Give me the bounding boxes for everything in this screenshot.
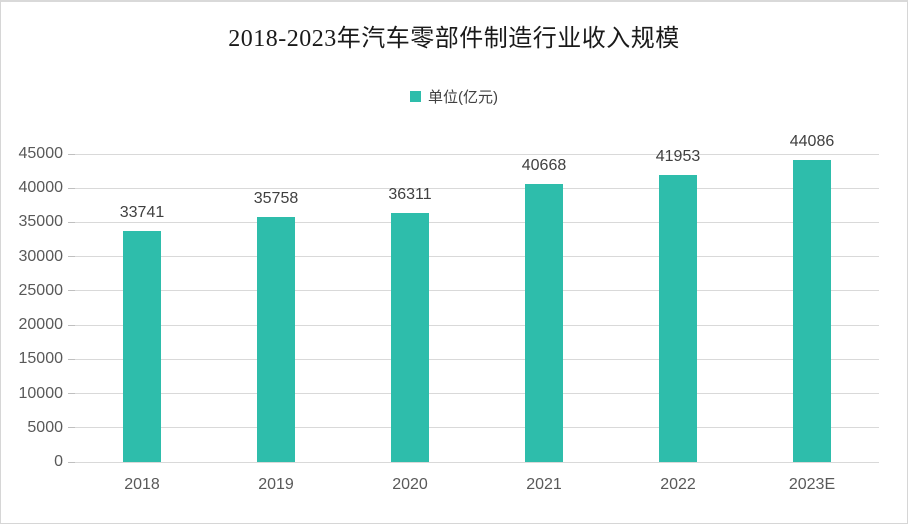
y-axis-tick-icon [68, 324, 75, 326]
y-axis-tick-icon [68, 427, 75, 429]
y-axis-tick-icon [68, 187, 75, 189]
y-axis-tick-label: 45000 [18, 145, 64, 162]
bar [123, 231, 161, 462]
y-axis-tick-label: 10000 [18, 384, 64, 402]
bar [659, 174, 697, 462]
bar [525, 183, 563, 462]
x-axis-label: 2018 [124, 476, 160, 493]
gridline [75, 393, 879, 395]
y-axis-tick-label: 0 [54, 453, 63, 470]
gridline [75, 290, 879, 292]
bar-value-label: 33741 [119, 204, 165, 222]
gridline [75, 187, 879, 189]
y-axis-tick-icon [68, 153, 75, 155]
x-axis-label: 2020 [392, 476, 428, 493]
bar [257, 217, 295, 462]
gridline [75, 427, 879, 429]
gridline [75, 324, 879, 326]
bar-value-label: 35758 [253, 190, 299, 208]
gridline [75, 153, 879, 155]
gridline [75, 358, 879, 360]
y-axis-tick-label: 5000 [27, 418, 63, 436]
bar [391, 213, 429, 462]
legend-marker-icon [410, 91, 421, 102]
gridline [75, 461, 879, 463]
bar-value-label: 44086 [789, 133, 835, 151]
y-axis-tick-icon [68, 358, 75, 360]
y-axis-tick-label: 30000 [18, 247, 64, 265]
gridline [75, 221, 879, 223]
legend-label: 单位(亿元) [428, 89, 498, 106]
bar-value-label: 41953 [655, 147, 701, 165]
y-axis-tick-icon [68, 221, 75, 223]
y-axis-tick-icon [68, 290, 75, 292]
legend: 单位(亿元) [1, 86, 907, 107]
x-axis-label: 2022 [660, 476, 696, 493]
bar [793, 160, 831, 462]
bar-value-label: 36311 [388, 186, 432, 204]
y-axis-tick-label: 35000 [18, 213, 64, 231]
y-axis-tick-icon [68, 256, 75, 258]
y-axis-tick-label: 40000 [18, 179, 64, 197]
y-axis-tick-label: 20000 [18, 316, 64, 334]
gridline [75, 256, 879, 258]
y-axis-tick-icon [68, 393, 75, 395]
chart-title: 2018-2023年汽车零部件制造行业收入规模 [228, 26, 680, 52]
y-axis-tick-label: 15000 [18, 350, 64, 368]
y-axis-tick-label: 25000 [18, 281, 64, 299]
x-axis-label: 2019 [258, 476, 294, 493]
x-axis-label: 2023E [788, 476, 836, 493]
y-axis-tick-icon [68, 461, 75, 463]
x-axis-label: 2021 [526, 476, 562, 493]
bar-value-label: 40668 [521, 156, 567, 174]
